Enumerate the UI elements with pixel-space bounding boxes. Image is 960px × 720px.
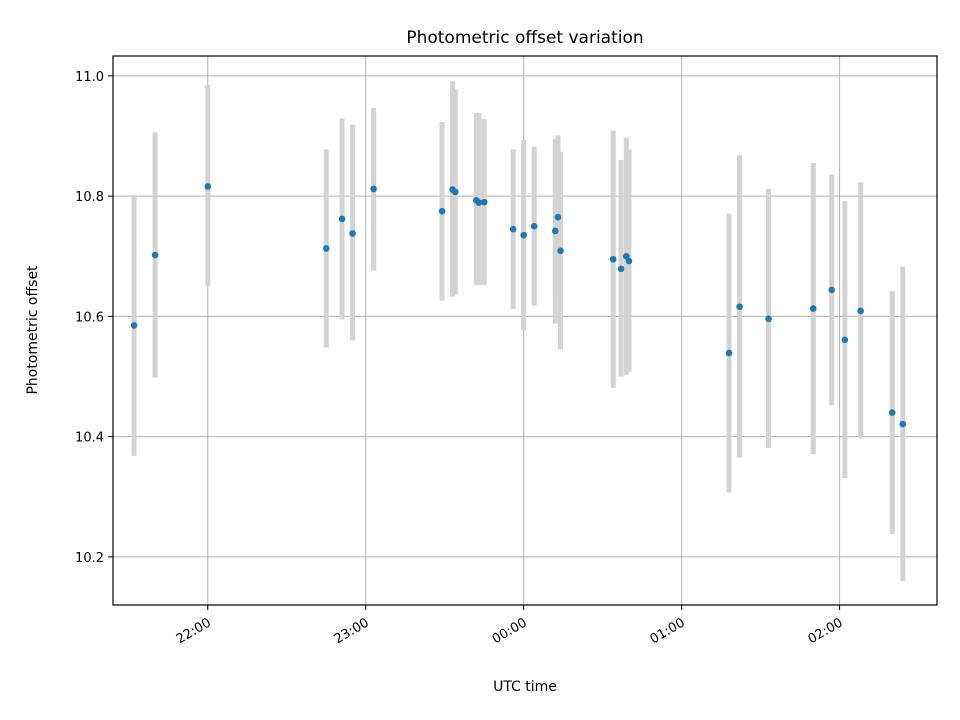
data-point: [451, 188, 459, 196]
data-point: [554, 213, 562, 221]
y-tick-label: 10.2: [75, 551, 104, 566]
data-point: [765, 315, 772, 323]
x-tick-label: 02:00: [806, 615, 846, 647]
data-point: [828, 286, 835, 294]
data-point: [899, 420, 907, 428]
plot-frame: [112, 55, 938, 606]
y-axis-label: Photometric offset: [25, 265, 41, 395]
x-axis-ticks: 22:00 23:00 00:00 01:00 02:00: [174, 605, 846, 647]
y-tick-label: 10.6: [75, 310, 104, 325]
data-point: [623, 252, 630, 260]
x-tick-label: 23:00: [332, 615, 372, 647]
data-point: [857, 307, 864, 315]
chart-title: Photometric offset variation: [406, 28, 643, 48]
data-point: [530, 222, 538, 230]
x-axis-label: UTC time: [493, 679, 557, 695]
x-tick-label: 01:00: [648, 615, 688, 647]
data-point: [809, 305, 817, 312]
data-point: [888, 409, 896, 416]
data-points: [130, 183, 907, 428]
data-point: [151, 251, 159, 259]
data-point: [338, 215, 346, 223]
data-point: [322, 245, 330, 252]
data-point: [475, 199, 483, 207]
x-tick-label: 22:00: [174, 615, 214, 647]
x-tick-label: 00:00: [490, 615, 530, 647]
data-point: [130, 322, 138, 329]
data-point: [480, 198, 488, 206]
y-tick-label: 10.8: [75, 190, 104, 205]
data-point: [349, 230, 356, 237]
data-point: [841, 336, 849, 344]
y-axis-ticks: 10.2 10.4 10.6 10.8 11.0: [75, 70, 113, 566]
data-point: [625, 257, 633, 265]
data-point: [204, 183, 212, 190]
data-point: [617, 265, 625, 273]
data-point: [509, 225, 517, 233]
data-point: [725, 349, 733, 357]
y-tick-label: 11.0: [75, 70, 104, 85]
data-point: [520, 231, 527, 239]
data-point: [736, 303, 743, 311]
data-point: [557, 247, 564, 255]
error-bars: [131, 81, 906, 581]
data-point: [609, 255, 617, 263]
data-point: [551, 227, 559, 235]
data-point: [370, 185, 377, 193]
data-point: [438, 207, 446, 215]
y-tick-label: 10.4: [75, 431, 104, 446]
